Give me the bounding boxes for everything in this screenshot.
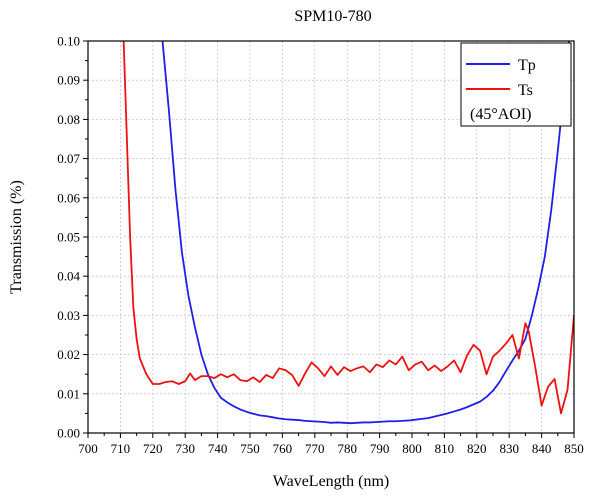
x-tick-label: 720	[143, 441, 163, 456]
x-tick-label: 740	[208, 441, 228, 456]
x-tick-label: 770	[305, 441, 325, 456]
y-tick-label: 0.10	[57, 34, 80, 49]
y-tick-labels: 0.00 0.01 0.02 0.03 0.04 0.05 0.06 0.07 0.08 0.09…	[57, 34, 80, 441]
y-tick-label: 0.04	[57, 269, 80, 284]
x-tick-label: 800	[402, 441, 422, 456]
legend: Tp Ts (45°AOI)	[460, 42, 572, 127]
x-tick-label: 700	[78, 441, 98, 456]
x-tick-label: 790	[370, 441, 390, 456]
legend-label-tp: Tp	[518, 57, 536, 74]
legend-box	[460, 42, 572, 127]
x-tick-label: 820	[467, 441, 487, 456]
y-tick-label: 0.00	[57, 426, 80, 441]
series-line-ts	[122, 41, 574, 415]
series-line-tp	[161, 41, 571, 425]
y-tick-label: 0.02	[57, 347, 80, 362]
y-tick-label: 0.06	[57, 190, 80, 205]
legend-note: (45°AOI)	[470, 106, 532, 123]
y-tick-label: 0.09	[57, 73, 80, 88]
x-tick-label: 780	[337, 441, 357, 456]
x-tick-label: 730	[175, 441, 195, 456]
y-tick-label: 0.03	[57, 308, 80, 323]
chart-title: SPM10-780	[294, 8, 371, 25]
legend-label-ts: Ts	[518, 82, 533, 99]
y-tick-label: 0.05	[57, 230, 80, 245]
x-axis-title: WaveLength (nm)	[273, 473, 389, 490]
series-layer	[122, 41, 574, 425]
x-tick-label: 810	[435, 441, 455, 456]
axis-ticks	[83, 40, 575, 438]
x-tick-label: 760	[273, 441, 293, 456]
x-tick-label: 750	[240, 441, 260, 456]
y-tick-label: 0.01	[57, 386, 80, 401]
y-axis-title: Transmission (%)	[8, 180, 25, 294]
grid	[88, 41, 574, 433]
x-tick-label: 710	[111, 441, 131, 456]
y-tick-label: 0.07	[57, 151, 80, 166]
x-tick-labels: 700 710 720 730 740 750 760 770 780 790 800 810 820 8…	[78, 441, 584, 456]
x-tick-label: 850	[564, 441, 584, 456]
x-tick-label: 830	[499, 441, 519, 456]
y-tick-label: 0.08	[57, 112, 80, 127]
x-tick-label: 840	[532, 441, 552, 456]
